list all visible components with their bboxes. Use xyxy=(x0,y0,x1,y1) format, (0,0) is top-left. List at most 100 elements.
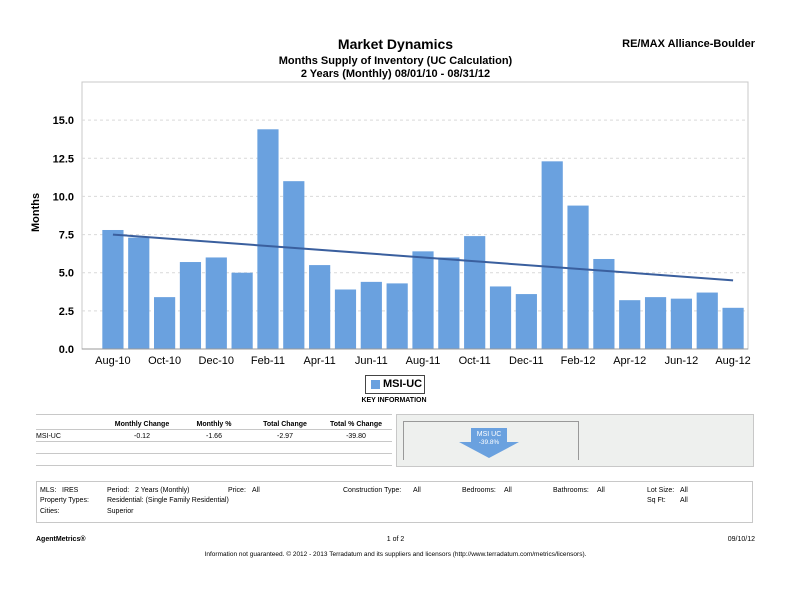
y-tick-label: 12.5 xyxy=(53,153,74,165)
search-criteria-panel: MLS: IRES Period: 2 Years (Monthly) Pric… xyxy=(36,481,753,523)
metrics-header-monthly-change: Monthly Change xyxy=(114,420,170,428)
bar xyxy=(438,257,460,349)
metrics-divider-header xyxy=(36,429,392,430)
chart-subtitle: Months Supply of Inventory (UC Calculati… xyxy=(278,55,513,67)
bar xyxy=(102,229,124,349)
legend-label: MSI-UC xyxy=(383,378,423,390)
trendline xyxy=(112,233,734,282)
bar xyxy=(489,286,512,349)
y-tick-label: 5.0 xyxy=(59,268,74,280)
criteria-construction-value: All xyxy=(413,487,421,494)
x-tick-label: Oct-10 xyxy=(148,355,181,367)
bar xyxy=(386,283,408,349)
bar xyxy=(283,181,305,349)
trend-badge-label: MSI UC xyxy=(476,431,502,438)
metrics-header-total-change: Total Change xyxy=(263,420,307,428)
bar xyxy=(619,300,641,349)
x-tick-label: Aug-12 xyxy=(715,355,750,367)
metrics-monthly-change: -0.12 xyxy=(134,432,150,440)
metrics-divider-bottom xyxy=(36,465,392,466)
criteria-mls-label: MLS: xyxy=(40,487,57,494)
x-tick-label: Aug-11 xyxy=(406,355,441,367)
y-tick-label: 15.0 xyxy=(53,115,74,127)
criteria-property-label: Property Types: xyxy=(40,497,89,504)
metrics-header-row: Monthly Change Monthly % Total Change To… xyxy=(36,418,392,430)
y-tick-label: 10.0 xyxy=(53,191,74,203)
bar xyxy=(722,307,744,349)
bar xyxy=(464,236,486,349)
x-tick-label: Oct-11 xyxy=(459,355,491,367)
criteria-period-label: Period: xyxy=(107,487,130,494)
metrics-table: Monthly Change Monthly % Total Change To… xyxy=(36,418,392,442)
bar xyxy=(154,297,176,349)
x-tick-label: Apr-11 xyxy=(304,355,336,367)
criteria-price-value: All xyxy=(252,487,260,494)
metrics-divider-top xyxy=(36,414,392,415)
report-date: 09/10/12 xyxy=(727,536,755,543)
trend-panel: MSI UC -39.8% xyxy=(396,414,754,467)
criteria-period-value: 2 Years (Monthly) xyxy=(135,487,190,494)
criteria-price-label: Price: xyxy=(228,487,246,494)
page-number: 1 of 2 xyxy=(386,536,405,543)
disclaimer: Information not guaranteed. © 2012 - 201… xyxy=(204,551,587,558)
bar xyxy=(670,298,692,349)
x-tick-label: Feb-11 xyxy=(251,355,285,367)
criteria-bathrooms-label: Bathrooms: xyxy=(553,487,589,494)
x-tick-label: Dec-10 xyxy=(199,355,234,367)
brand-name: RE/MAX Alliance-Boulder xyxy=(622,38,755,50)
chart-title: Market Dynamics xyxy=(337,36,454,52)
x-tick-label: Apr-12 xyxy=(613,355,646,367)
criteria-cities-label: Cities: xyxy=(40,508,60,515)
bar xyxy=(567,205,589,349)
metrics-header-total-pct: Total % Change xyxy=(330,420,382,428)
legend-swatch xyxy=(371,380,380,389)
bar xyxy=(179,262,202,349)
y-tick-label: 7.5 xyxy=(59,230,74,242)
criteria-construction-label: Construction Type: xyxy=(343,487,402,494)
y-tick-label: 0.0 xyxy=(59,344,74,356)
trend-badge-value: -39.8% xyxy=(478,439,500,446)
key-information-heading: KEY INFORMATION xyxy=(361,397,427,404)
criteria-lotsize-label: Lot Size: xyxy=(647,487,675,494)
bar xyxy=(128,237,150,349)
x-tick-label: Aug-10 xyxy=(95,355,130,367)
bar xyxy=(644,297,667,349)
x-tick-label: Dec-11 xyxy=(509,355,544,367)
x-tick-label: Jun-12 xyxy=(665,355,699,367)
down-arrow-icon xyxy=(459,428,519,458)
x-tick-label: Feb-12 xyxy=(561,355,596,367)
criteria-bedrooms-label: Bedrooms: xyxy=(462,487,496,494)
criteria-sqft-value: All xyxy=(680,497,688,504)
criteria-cities-value: Superior xyxy=(107,508,134,515)
legend: MSI-UC xyxy=(365,375,425,394)
metrics-total-pct: -39.80 xyxy=(346,432,366,440)
metrics-divider-row xyxy=(36,441,392,442)
bar xyxy=(257,129,279,349)
x-tick-label: Jun-11 xyxy=(355,355,388,367)
metrics-header-monthly-pct: Monthly % xyxy=(196,420,232,428)
bar xyxy=(515,294,537,349)
bar xyxy=(412,251,434,349)
footer-product: AgentMetrics® xyxy=(36,536,86,543)
bar xyxy=(231,272,253,349)
criteria-mls-value: IRES xyxy=(62,487,79,494)
criteria-bedrooms-value: All xyxy=(504,487,512,494)
metrics-total-change: -2.97 xyxy=(277,432,293,440)
bar-chart: 0.0 2.5 5.0 7.5 10.0 12.5 15.0 Aug-10 Oct-10 Dec-… xyxy=(53,81,751,367)
metrics-divider-empty xyxy=(36,453,392,454)
bar xyxy=(309,265,331,349)
metrics-row-label: MSI-UC xyxy=(36,432,61,440)
bar xyxy=(541,161,563,349)
criteria-lotsize-value: All xyxy=(680,487,688,494)
y-axis-label: Months xyxy=(30,192,42,232)
bar xyxy=(334,289,357,349)
y-tick-label: 2.5 xyxy=(59,306,74,318)
bar xyxy=(593,258,615,349)
chart-period: 2 Years (Monthly) 08/01/10 - 08/31/12 xyxy=(300,68,491,80)
criteria-sqft-label: Sq Ft: xyxy=(647,497,666,504)
bar xyxy=(360,281,382,349)
metrics-row: MSI-UC -0.12 -1.66 -2.97 -39.80 xyxy=(36,430,392,442)
metrics-monthly-pct: -1.66 xyxy=(206,432,222,440)
bar xyxy=(696,292,718,349)
trend-frame xyxy=(403,421,579,460)
